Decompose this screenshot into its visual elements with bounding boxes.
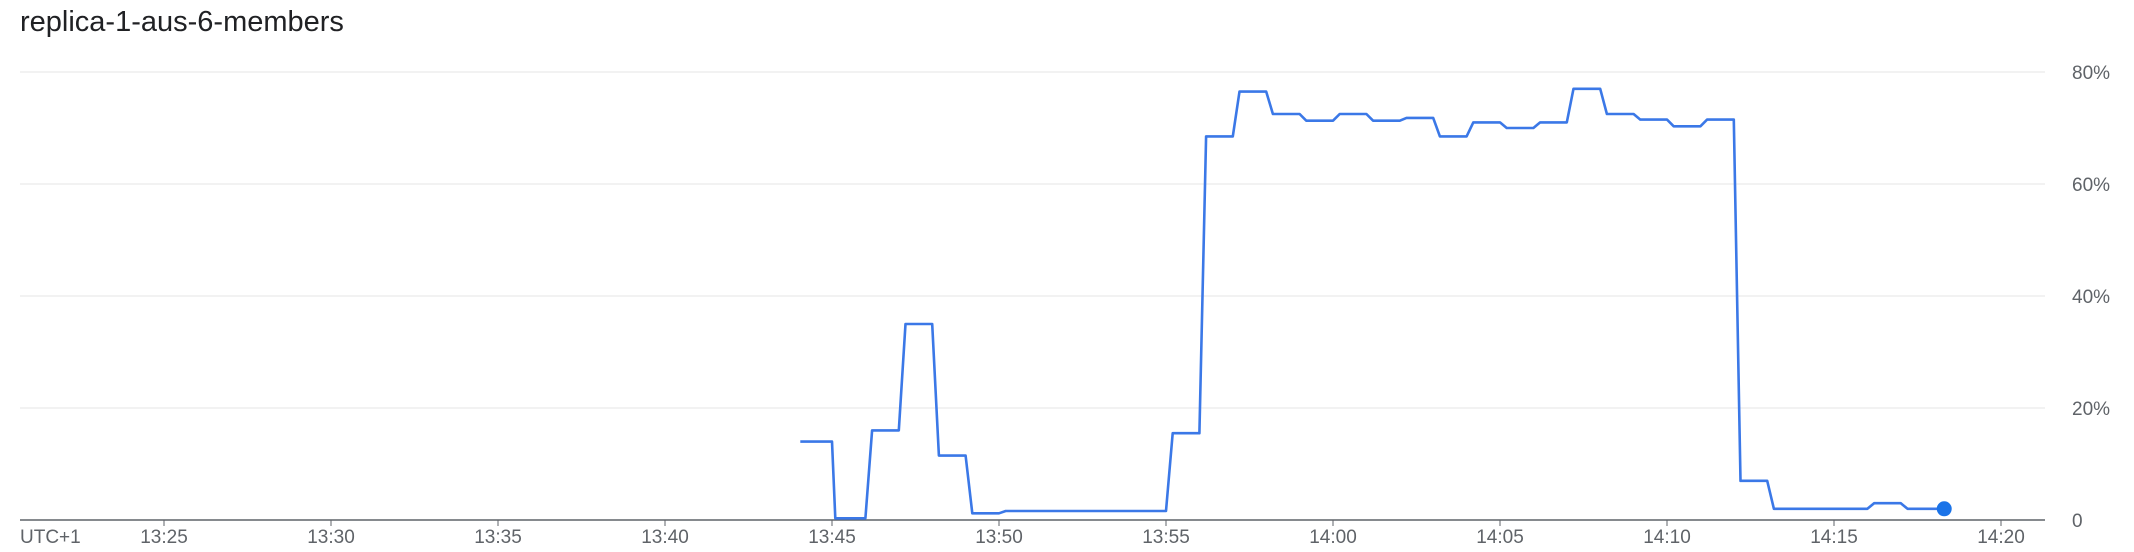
- latest-point-marker: [1936, 501, 1952, 517]
- gridlines: [20, 71, 2045, 521]
- y-tick-label: 60%: [2072, 175, 2110, 196]
- x-tick-label: 14:00: [1309, 527, 1357, 548]
- x-tick-label: 14:05: [1476, 527, 1524, 548]
- x-tick-label: 13:40: [641, 527, 689, 548]
- x-tick-label: 13:45: [808, 527, 856, 548]
- x-tick-label: 13:35: [474, 527, 522, 548]
- y-tick-label: 20%: [2072, 399, 2110, 420]
- series-line: [800, 87, 1945, 520]
- x-tick-label: 13:25: [140, 527, 188, 548]
- x-tick-label: 13:55: [1142, 527, 1190, 548]
- x-tick-label: 14:15: [1810, 527, 1858, 548]
- chart-title: replica-1-aus-6-members: [20, 6, 344, 38]
- y-tick-label: 40%: [2072, 287, 2110, 308]
- timezone-label: UTC+1: [20, 527, 81, 548]
- y-tick-label: 0: [2072, 511, 2083, 532]
- y-tick-label: 80%: [2072, 63, 2110, 84]
- x-tick-label: 13:30: [307, 527, 355, 548]
- x-tick-labels: UTC+1 13:25 13:30 13:35 13:40 13:45 13:50 13:55…: [20, 520, 2025, 548]
- x-tick-label: 13:50: [975, 527, 1023, 548]
- y-tick-labels: 0 20% 40% 60% 80%: [2072, 63, 2110, 532]
- x-tick-label: 14:10: [1643, 527, 1691, 548]
- x-tick-label: 14:20: [1977, 527, 2025, 548]
- series-layer: [800, 87, 1952, 520]
